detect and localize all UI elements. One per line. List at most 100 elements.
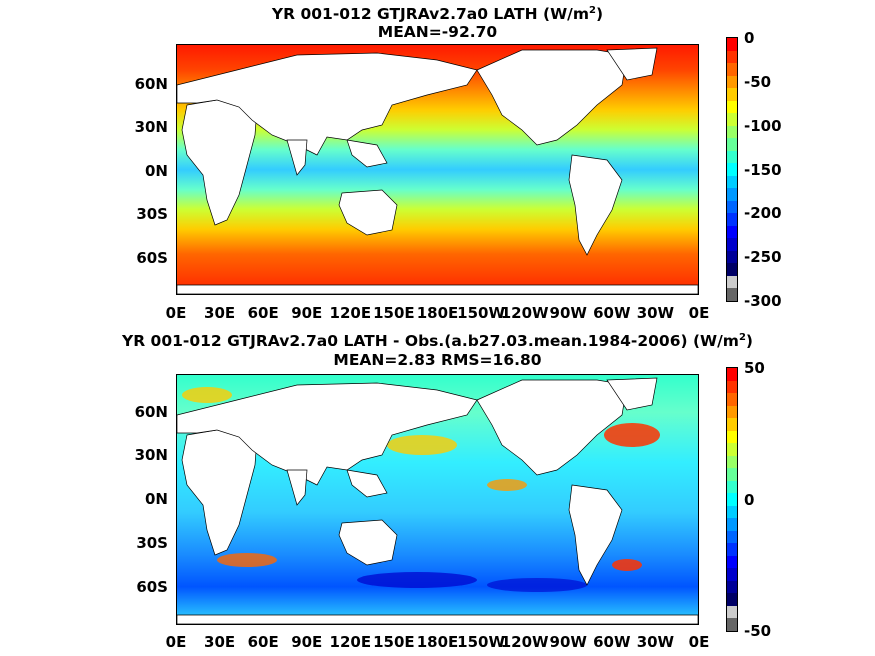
antarctica-strip-landmass (177, 614, 698, 624)
colorbar-swatch (727, 518, 737, 531)
colorbar-tick-label: 0 (744, 490, 755, 509)
panel1-xtick: 30W (636, 304, 675, 322)
panel1-ytick-60n: 60N (134, 75, 168, 93)
panel1-xtick: 60W (593, 304, 631, 322)
australia-landmass (338, 519, 398, 566)
india-landmass (286, 139, 308, 176)
europe-asia-east-landmass (177, 52, 478, 156)
colorbar-swatch (727, 150, 737, 164)
panel2-xtick: 150W (457, 633, 505, 651)
colorbar-swatch (727, 405, 737, 419)
panel1-xtick: 180E (416, 304, 459, 322)
panel2-xtick: 150E (373, 633, 415, 651)
colorbar-swatch (727, 443, 737, 456)
panel2-xtick: 90E (291, 633, 323, 651)
south-america-landmass (568, 154, 623, 256)
greenland-landmass (606, 377, 658, 411)
colorbar-swatch (727, 75, 737, 89)
colorbar-swatch (727, 555, 737, 569)
colorbar-swatch (727, 593, 737, 606)
panel1-ytick-0n: 0N (145, 162, 168, 180)
colorbar-swatch (727, 138, 737, 151)
panel2-title-sup: 2 (738, 332, 746, 343)
colorbar-swatch (727, 455, 737, 469)
panel2-ytick-60n: 60N (134, 403, 168, 421)
australia-landmass (338, 189, 398, 236)
gulf-stream-anomaly (604, 423, 660, 447)
panel2-title-tail: ) (745, 332, 754, 351)
colorbar-swatch (727, 468, 737, 481)
colorbar-swatch (727, 88, 737, 101)
colorbar-swatch (727, 505, 737, 519)
south-indian-anomaly (217, 553, 277, 567)
colorbar-swatch (727, 418, 737, 431)
panel2-xtick: 30E (204, 633, 236, 651)
panel2-xtick: 120E (329, 633, 372, 651)
colorbar-swatch (727, 213, 737, 226)
colorbar-swatch (727, 200, 737, 214)
colorbar-swatch (727, 163, 737, 176)
southern-pacific-anomaly (487, 578, 587, 592)
colorbar-swatch (727, 288, 737, 301)
colorbar-swatch (727, 480, 737, 494)
panel1-landmasses (177, 47, 698, 294)
panel1-xtick: 60E (247, 304, 279, 322)
colorbar-swatch (727, 175, 737, 189)
panel2-ytick-0n: 0N (145, 490, 168, 508)
panel1-ytick-60s: 60S (136, 249, 168, 267)
colorbar-swatch (727, 100, 737, 114)
panel1-xtick: 90W (549, 304, 587, 322)
panel2-xtick: 60E (247, 633, 279, 651)
panel2-map-svg (177, 375, 698, 624)
panel1-title: YR 001-012 GTJRAv2.7a0 LATH (W/m2) (0, 2, 875, 23)
panel1-xtick: 0E (688, 304, 710, 322)
north-america-landmass (476, 379, 628, 476)
panel1-map-svg (177, 45, 698, 294)
colorbar-swatch (727, 605, 737, 619)
colorbar-swatch (727, 275, 737, 289)
panel2-landmasses (177, 377, 698, 624)
panel1-xtick: 0E (165, 304, 187, 322)
panel2-xtick: 0E (165, 633, 187, 651)
panel2-ytick-30s: 30S (136, 534, 168, 552)
colorbar-tick-label: -250 (744, 248, 782, 267)
panel1-xtick: 120W (500, 304, 549, 322)
colorbar-swatch (727, 113, 737, 126)
colorbar-swatch (727, 125, 737, 139)
colorbar-swatch (727, 50, 737, 64)
se-asia-landmass (346, 139, 388, 168)
greenland-landmass (606, 47, 658, 81)
europe-asia-east-landmass (177, 382, 478, 486)
india-landmass (286, 469, 308, 506)
panel2-xtick: 0E (688, 633, 710, 651)
panel2-ytick-30n: 30N (134, 446, 168, 464)
colorbar-swatch (727, 493, 737, 506)
panel2-title-text: YR 001-012 GTJRAv2.7a0 LATH - Obs.(a.b27… (121, 332, 739, 351)
colorbar-swatch (727, 38, 737, 51)
colorbar-tick-label: -50 (744, 622, 772, 640)
colorbar-swatch (727, 568, 737, 581)
panel1-title-tail: ) (595, 5, 604, 24)
panel1-xtick: 120E (329, 304, 372, 322)
colorbar-tick-label: -100 (744, 116, 782, 135)
north-america-landmass (476, 49, 628, 146)
colorbar-tick-label: -200 (744, 204, 782, 223)
panel1-xtick: 150W (457, 304, 505, 322)
colorbar-swatch (727, 225, 737, 239)
panel2-subtitle: MEAN=2.83 RMS=16.80 (333, 351, 542, 369)
panel1-xtick: 150E (373, 304, 415, 322)
colorbar-swatch (727, 580, 737, 594)
colorbar-swatch (727, 63, 737, 76)
pacific-anomaly (487, 479, 527, 491)
colorbar-tick-label: -300 (744, 292, 782, 310)
panel2-colorbar (726, 367, 738, 632)
panel2-title: YR 001-012 GTJRAv2.7a0 LATH - Obs.(a.b27… (0, 329, 875, 350)
panel1-subtitle: MEAN=-92.70 (377, 23, 498, 41)
panel2-xtick: 30W (636, 633, 675, 651)
antarctica-strip-landmass (177, 284, 698, 294)
panel1-xtick: 30E (204, 304, 236, 322)
panel1-ytick-30n: 30N (134, 118, 168, 136)
south-america-landmass (568, 484, 623, 586)
colorbar-swatch (727, 368, 737, 381)
panel2-map (176, 374, 699, 625)
